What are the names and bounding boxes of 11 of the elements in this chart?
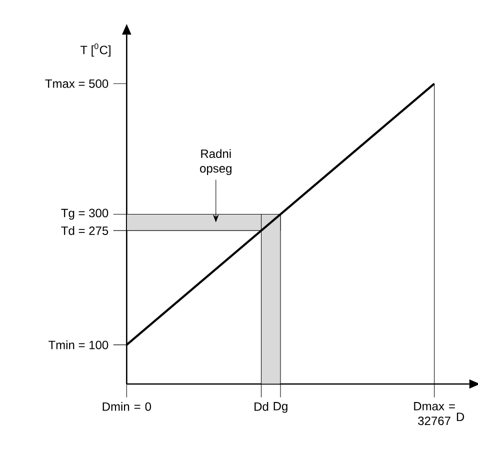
x-tick-label: Dd — [254, 402, 268, 411]
y-tick-label: Tmax = 500 — [45, 79, 108, 88]
x-axis-title: D — [456, 412, 464, 421]
y-tick-label: Td = 275 — [61, 226, 108, 235]
y-axis-title: T [$^{0}$C] — [80, 43, 110, 57]
x-tick-label: Dmax = 32767 — [414, 402, 455, 426]
annotation: Radni opseg — [200, 149, 232, 176]
y-tick-label: Tmin = 100 — [48, 340, 108, 350]
x-tick-label: Dmin = 0 — [102, 402, 152, 411]
x-tick-label: Dg — [274, 402, 288, 413]
y-tick-label: Tg = 300 — [61, 208, 108, 220]
